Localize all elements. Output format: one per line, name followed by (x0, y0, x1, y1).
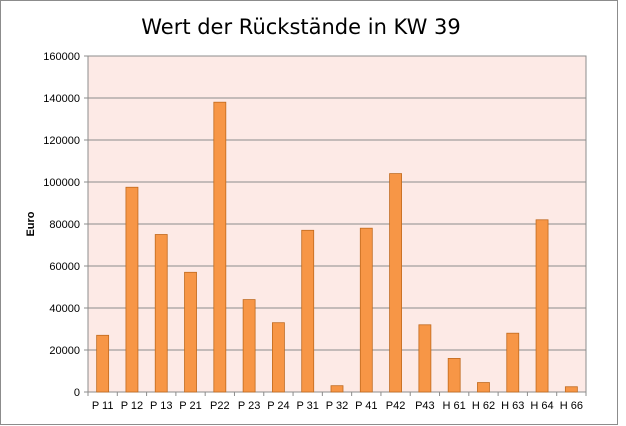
bar (96, 334, 110, 393)
x-tick-label: H 61 (443, 400, 466, 412)
bar (125, 186, 139, 393)
bar (418, 324, 432, 393)
x-tick-label: P 31 (296, 400, 318, 412)
x-tick-label: P 12 (121, 400, 143, 412)
y-tick-label: 20000 (49, 345, 80, 357)
bar (477, 382, 490, 393)
y-axis-ticks: 0 20000 40000 60000 80000 100000 120000 140000 1… (43, 51, 88, 399)
x-tick-label: P 13 (150, 400, 172, 412)
bar (213, 101, 227, 393)
x-tick-label: P22 (210, 400, 230, 412)
y-tick-label: 60000 (49, 261, 80, 273)
bar (242, 299, 256, 393)
bar (272, 322, 285, 393)
bar (564, 386, 578, 393)
y-tick-label: 0 (74, 387, 80, 399)
x-tick-label: H 66 (560, 400, 583, 412)
x-tick-label: H 63 (501, 400, 524, 412)
x-tick-label: P 32 (326, 400, 348, 412)
bars (96, 101, 578, 393)
x-tick-label: P43 (415, 400, 435, 412)
chart-title: Wert der Rückstände in KW 39 (141, 15, 461, 39)
bar (154, 234, 168, 393)
x-tick-label: H 62 (472, 400, 495, 412)
y-axis-label: Euro (25, 211, 37, 236)
bar (447, 357, 461, 393)
bar (184, 271, 197, 393)
bar (535, 219, 549, 393)
bar (301, 229, 315, 393)
x-tick-label: P 41 (355, 400, 377, 412)
x-tick-label: P 24 (267, 400, 289, 412)
bar (330, 385, 344, 393)
x-axis-ticks: P 11 P 12 P 13 P 21 P22 P 23 P 24 P 31 P 32 P 41 P… (87, 392, 587, 412)
bar (359, 227, 373, 393)
y-tick-label: 140000 (43, 93, 80, 105)
y-tick-label: 120000 (43, 135, 80, 147)
x-tick-label: P 21 (179, 400, 201, 412)
gridlines (88, 55, 586, 393)
x-tick-label: P42 (386, 400, 406, 412)
y-tick-label: 80000 (49, 219, 80, 231)
x-tick-label: H 64 (530, 400, 553, 412)
bar (389, 173, 402, 393)
y-tick-label: 100000 (43, 177, 80, 189)
bar (506, 332, 520, 393)
y-tick-label: 40000 (49, 303, 80, 315)
x-tick-label: P 11 (92, 400, 114, 412)
x-tick-label: P 23 (238, 400, 260, 412)
y-tick-label: 160000 (43, 51, 80, 63)
